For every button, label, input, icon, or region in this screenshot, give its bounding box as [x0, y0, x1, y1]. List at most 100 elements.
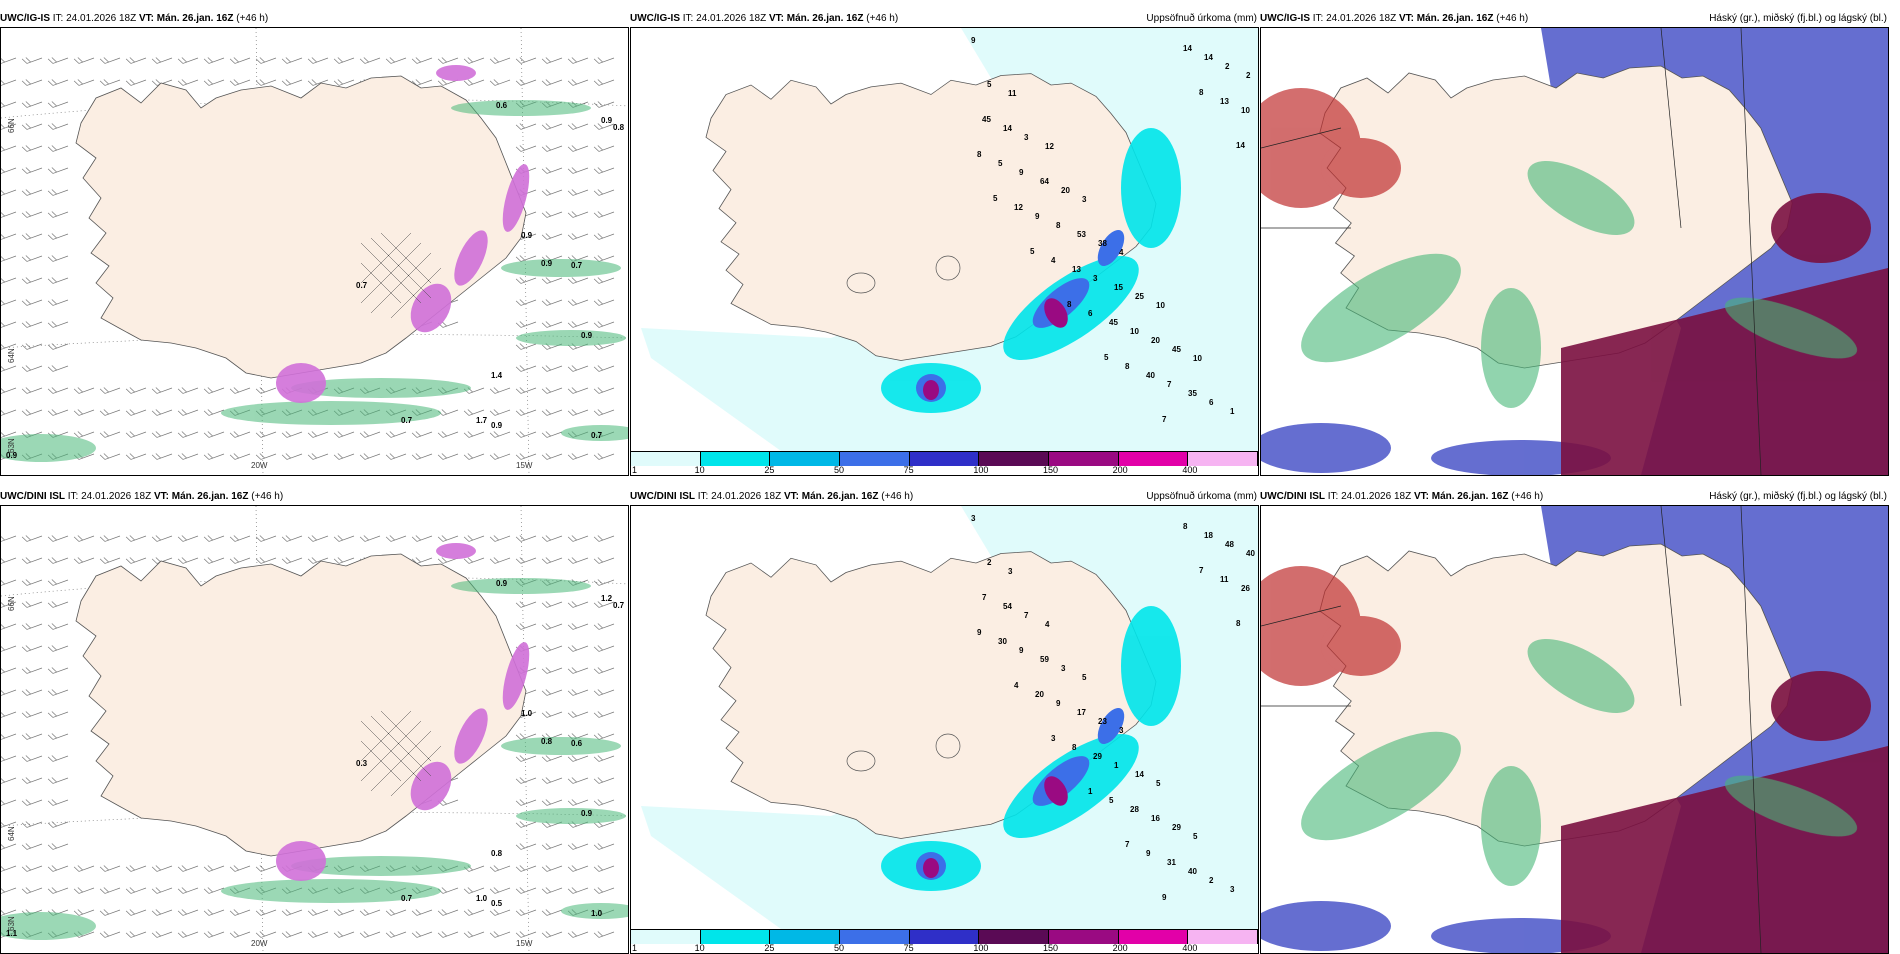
precip-value-label: 3	[1119, 726, 1124, 735]
colorbar-swatch	[840, 929, 910, 944]
colorbar-tick-label: 150	[1043, 943, 1059, 953]
colorbar-tick-label: 200	[1112, 943, 1128, 953]
precip-value-label: 5	[1193, 832, 1198, 841]
wind-barb	[47, 189, 69, 196]
precip-value-label: 10	[1156, 301, 1165, 310]
wind-barb	[47, 755, 69, 762]
wind-barb	[1, 211, 17, 218]
wind-barb	[73, 387, 95, 394]
precip-value-label: 7	[982, 593, 987, 602]
wind-barb	[21, 601, 43, 608]
map-frame: 20W 15W 66N 64N 63N 0.6 0.9 0.8 0.7 0.9 0.9 1.…	[0, 27, 629, 476]
precip-value-label: 9	[1162, 893, 1167, 902]
wind-barb	[593, 667, 615, 674]
precip-value-label: 5	[1104, 353, 1109, 362]
wind-barb	[463, 79, 485, 86]
wind-value-label: 0.5	[491, 899, 503, 908]
wind-barb	[567, 887, 589, 894]
precip-value-label: 9	[1019, 168, 1024, 177]
wind-barb	[463, 887, 485, 894]
colorbar-tick-label: 50	[834, 465, 845, 475]
model-name: UWC/DINI ISL	[0, 491, 65, 502]
wind-barb	[385, 535, 407, 542]
wind-barb	[47, 387, 69, 394]
wind-barb	[541, 123, 563, 130]
colorbar-swatch	[979, 929, 1049, 944]
precip-value-label: 15	[1114, 283, 1123, 292]
wind-barb	[281, 57, 303, 64]
precip-value-label: 8	[1183, 522, 1188, 531]
wind-barb	[463, 57, 485, 64]
wind-barb	[567, 777, 589, 784]
panel-clouds-top: UWC/IG-IS IT: 24.01.2026 18Z VT: Mán. 26…	[1260, 12, 1889, 476]
wind-barb	[255, 453, 277, 460]
colorbar-tick-label: 25	[764, 465, 775, 475]
wind-barb	[333, 431, 355, 438]
precip-value-label: 9	[1146, 849, 1151, 858]
colorbar: 1 10 25 50 75 100 150 200 400	[631, 929, 1258, 953]
colorbar-tick-label: 1	[632, 943, 638, 953]
wind-barb	[1, 557, 17, 564]
wind-barb	[463, 909, 485, 916]
wind-barb	[21, 579, 43, 586]
wind-barb	[47, 865, 69, 872]
mid-cloud-green	[1301, 639, 1858, 886]
precip-value-label: 14	[1204, 53, 1213, 62]
wind-barb	[515, 557, 537, 564]
wind-barb	[567, 167, 589, 174]
wind-barb	[593, 711, 615, 718]
wind-barb	[541, 321, 563, 328]
colorbar-swatch	[770, 929, 840, 944]
wind-barb	[177, 409, 199, 416]
precip-value-label: 8	[1125, 362, 1130, 371]
wind-barb	[21, 343, 43, 350]
wind-barb	[47, 167, 69, 174]
wind-barb	[47, 299, 69, 306]
wind-barb	[307, 431, 329, 438]
wind-barb	[411, 931, 433, 938]
wind-barb	[567, 79, 589, 86]
colorbar-swatch	[1118, 451, 1189, 466]
wind-barb	[515, 299, 537, 306]
wind-barb	[47, 667, 69, 674]
wind-barb	[203, 79, 225, 86]
crosshatch-zone	[360, 232, 442, 319]
wind-barb	[437, 57, 459, 64]
wind-barb	[47, 711, 69, 718]
colorbar-tick-label: 100	[973, 465, 989, 475]
precip-map: 9111234101015320382545621464531520352459…	[631, 28, 1258, 451]
wind-barb	[541, 645, 563, 652]
wind-barb	[99, 431, 121, 438]
wind-barb	[21, 865, 43, 872]
wind-barb	[1, 689, 17, 696]
wind-barb	[47, 255, 69, 262]
wind-barb	[593, 299, 615, 306]
wind-barb	[515, 909, 537, 916]
wind-barb	[1, 601, 17, 608]
precip-value-label: 8	[1056, 221, 1061, 230]
wind-barb	[567, 865, 589, 872]
wind-barb	[21, 167, 43, 174]
wind-value-label: 0.9	[541, 259, 553, 268]
colorbar-swatch	[1188, 929, 1258, 944]
wind-barb	[1, 909, 17, 916]
wind-barb	[21, 123, 43, 130]
panel-wind-top: UWC/IG-IS IT: 24.01.2026 18Z VT: Mán. 26…	[0, 12, 629, 476]
valid-time: Mán. 26.jan. 16Z	[1431, 491, 1509, 502]
wind-barb	[73, 535, 95, 542]
colorbar-tick-label: 1	[632, 465, 638, 475]
colorbar-tick-label: 10	[694, 943, 705, 953]
wind-barb	[1, 865, 17, 872]
wind-barb	[359, 431, 381, 438]
wind-value-label: 0.6	[496, 101, 508, 110]
precip-value-label: 7	[1125, 840, 1130, 849]
wind-barb	[125, 909, 147, 916]
precip-value-label: 2	[1246, 71, 1251, 80]
wind-barb	[593, 799, 615, 806]
wind-barb	[21, 365, 43, 372]
wind-barb	[47, 321, 69, 328]
wind-barb	[177, 535, 199, 542]
wind-barb	[47, 101, 69, 108]
precip-value-label: 4	[1119, 248, 1124, 257]
wind-barb	[47, 535, 69, 542]
